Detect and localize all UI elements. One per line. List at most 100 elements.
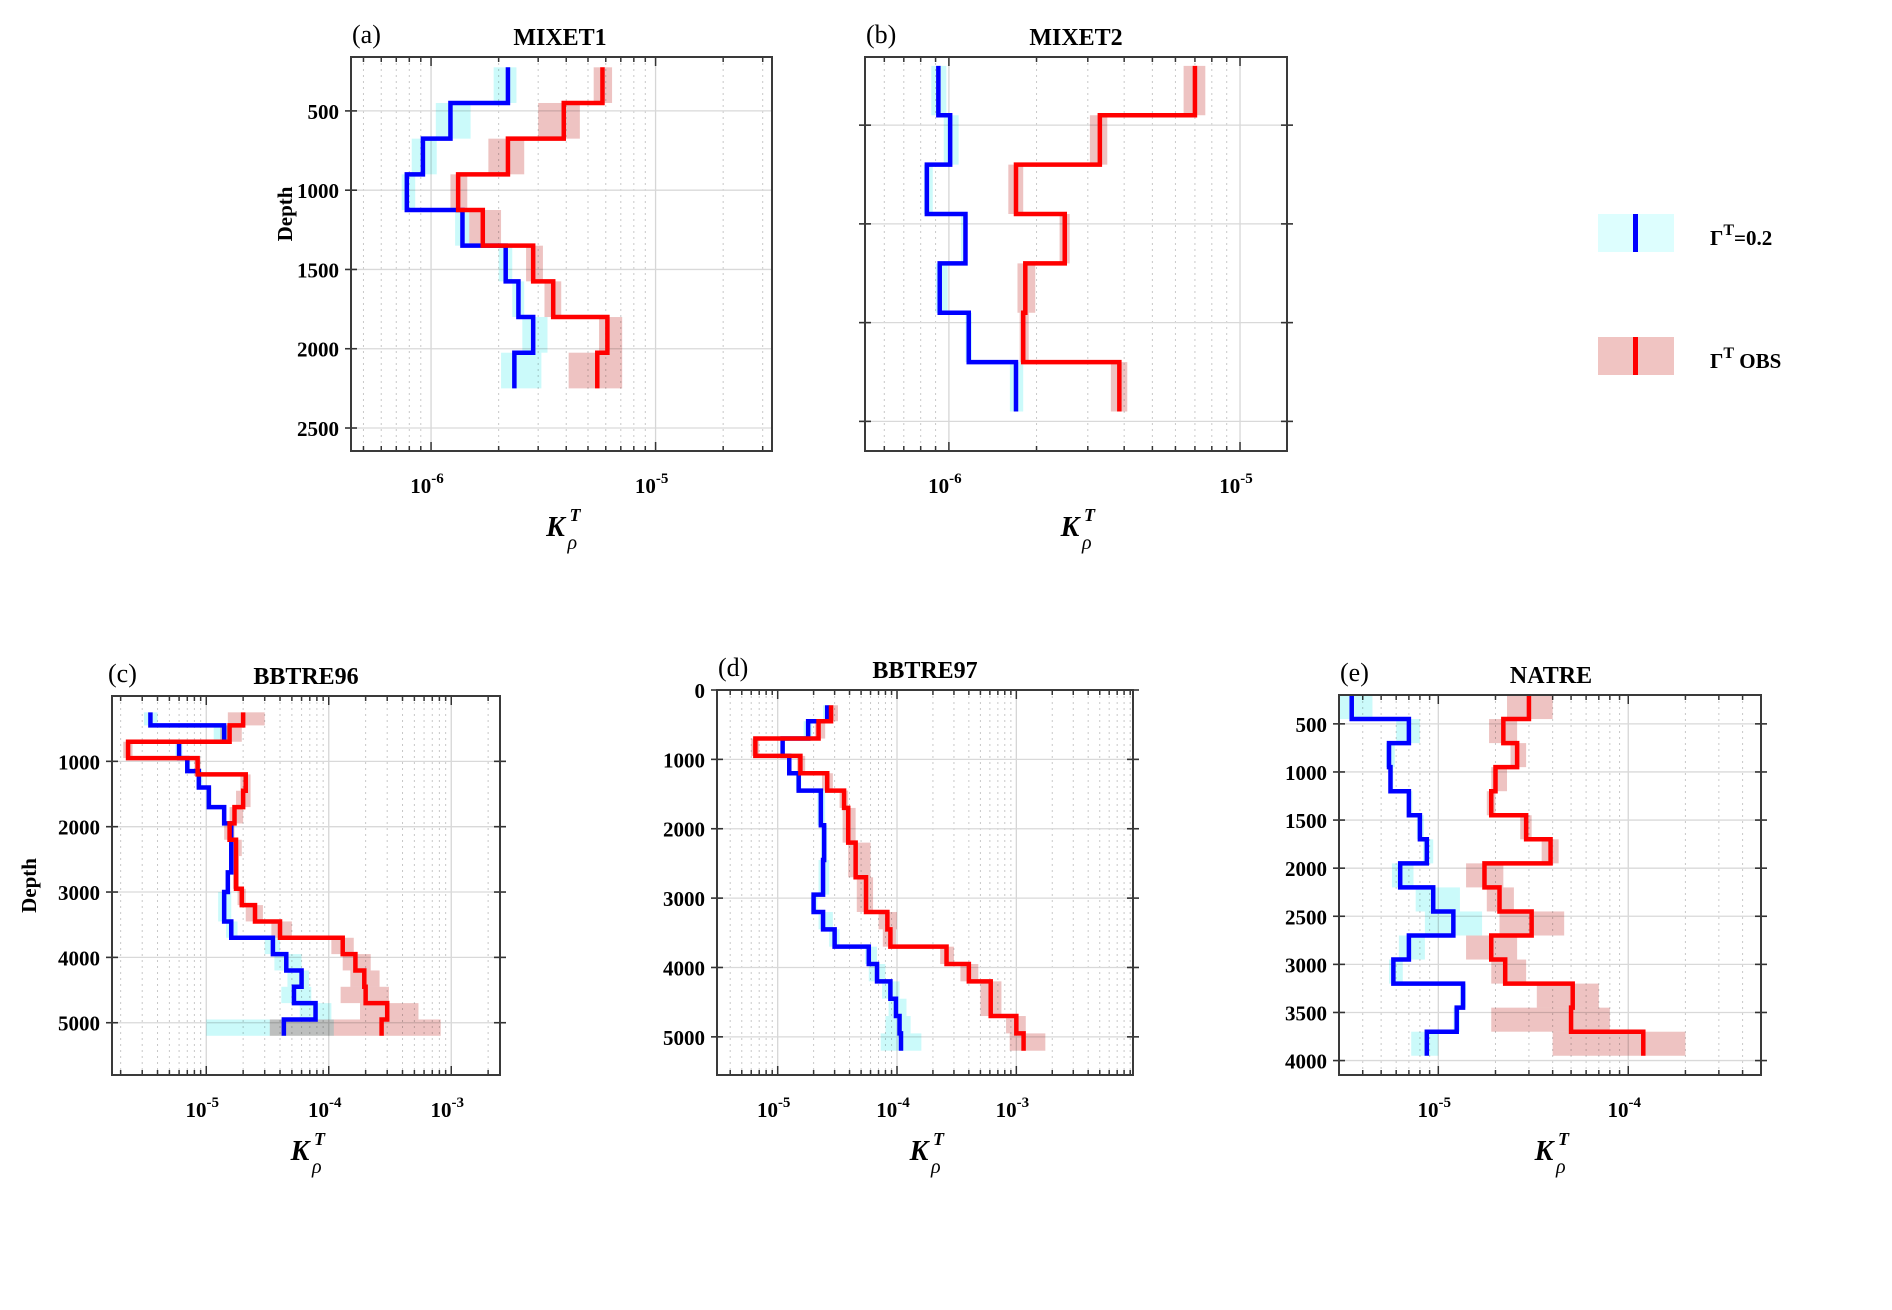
- uncertainty-band: [818, 911, 833, 930]
- uncertainty-band: [1415, 887, 1460, 912]
- y-tick-label: 1000: [297, 179, 339, 203]
- y-tick-label: 4000: [1285, 1050, 1327, 1074]
- panel-mixet2: 10-6 10-5 K Tρ (b) MIXET2: [859, 20, 1293, 554]
- y-tick-label: 5000: [58, 1012, 100, 1036]
- y-tick-label: 3000: [1285, 953, 1327, 977]
- x-axis-label: K: [1060, 512, 1082, 543]
- y-tick-label: 2500: [1285, 905, 1327, 929]
- y-tick-label: 3000: [663, 887, 705, 911]
- y-tick-label: 3000: [58, 881, 100, 905]
- x-tick-label: 10-5: [186, 1095, 220, 1122]
- uncertainty-band: [1339, 695, 1373, 720]
- step-line-gamma-obs: [125, 712, 390, 1036]
- y-tick-label: 1000: [1285, 761, 1327, 785]
- y-tick-label: 1500: [297, 258, 339, 282]
- y-axis-label: Depth: [273, 186, 297, 241]
- panel-label: (c): [108, 659, 137, 688]
- y-tick-label: 500: [1296, 713, 1328, 737]
- axes-frame: [716, 689, 1134, 1076]
- x-tick-label: 10-4: [308, 1095, 342, 1122]
- x-axis-label: K: [909, 1136, 931, 1167]
- y-tick-label: 2000: [1285, 857, 1327, 881]
- x-axis-label: K: [545, 512, 567, 543]
- x-axis-label-sup: T: [570, 505, 582, 525]
- uncertainty-band: [269, 1019, 441, 1036]
- panel-mixet1: 500 1000 1500 2000 2500 10-6 10-5 K Tρ Depth (a) MI…: [273, 20, 773, 554]
- axes-frame: [350, 56, 773, 452]
- x-axis-label-sub: ρ: [930, 1156, 941, 1178]
- uncertainty-band: [493, 67, 517, 103]
- panel-bbtre97: 0 1000 2000 3000 4000 5000 10-5 10-4 10-3 K Tρ (d) B…: [663, 653, 1139, 1178]
- legend-swatch-line: [1633, 337, 1638, 375]
- uncertainty-band: [1398, 935, 1425, 960]
- step-line-gamma-obs: [1482, 695, 1646, 1056]
- x-tick-label: 10-3: [996, 1095, 1029, 1122]
- panel-label: (b): [866, 20, 896, 49]
- uncertainty-band: [599, 317, 623, 353]
- step-line-gamma-obs: [1013, 65, 1198, 412]
- y-tick-label: 1000: [58, 750, 100, 774]
- x-axis-label-sup: T: [1558, 1129, 1570, 1149]
- panel-label: (a): [352, 20, 381, 49]
- panel-natre: 500 1000 1500 2000 2500 3000 3500 4000 10-5 10-4 K…: [1285, 658, 1767, 1178]
- legend-swatch-line: [1633, 214, 1638, 252]
- x-tick-label: 10-5: [1418, 1095, 1452, 1122]
- uncertainty-band: [287, 970, 310, 987]
- uncertainty-band: [848, 842, 871, 878]
- uncertainty-band: [1388, 959, 1403, 984]
- x-tick-label: 10-5: [757, 1095, 791, 1122]
- x-tick-label: 10-6: [410, 471, 444, 498]
- panel-label: (d): [718, 653, 748, 682]
- x-axis-label: K: [290, 1136, 312, 1167]
- panel-label: (e): [1340, 658, 1369, 687]
- uncertainty-band: [1391, 863, 1414, 888]
- step-line-gamma-0-2: [1349, 695, 1466, 1056]
- legend-label: ΓT OBS: [1710, 345, 1781, 373]
- panel-title: MIXET1: [513, 25, 606, 51]
- axes-frame: [111, 695, 501, 1076]
- step-line-gamma-0-2: [924, 65, 1019, 412]
- step-line-gamma-0-2: [404, 67, 536, 389]
- panel-title: NATRE: [1510, 663, 1592, 689]
- y-tick-label: 1500: [1285, 809, 1327, 833]
- uncertainty-band: [1009, 1033, 1046, 1051]
- y-tick-label: 4000: [663, 956, 705, 980]
- x-axis-label-sup: T: [314, 1129, 326, 1149]
- x-axis-label-sub: ρ: [1555, 1156, 1566, 1178]
- uncertainty-band: [227, 712, 265, 726]
- uncertainty-band: [865, 946, 878, 965]
- x-tick-label: 10-6: [928, 471, 962, 498]
- x-axis-label-sup: T: [1084, 505, 1096, 525]
- uncertainty-band: [435, 102, 471, 139]
- y-tick-label: 2000: [297, 338, 339, 362]
- uncertainty-band: [1491, 959, 1527, 984]
- uncertainty-band: [538, 102, 580, 139]
- x-axis-label-sup: T: [933, 1129, 945, 1149]
- y-tick-label: 2000: [58, 816, 100, 840]
- x-axis-label-sub: ρ: [1081, 532, 1092, 554]
- uncertainty-band: [1536, 983, 1599, 1008]
- uncertainty-band: [281, 986, 312, 1004]
- panel-title: BBTRE97: [872, 658, 977, 684]
- panel-title: MIXET2: [1029, 25, 1122, 51]
- y-tick-label: 0: [695, 679, 706, 703]
- x-axis-label-sub: ρ: [567, 532, 578, 554]
- y-tick-label: 500: [308, 100, 340, 124]
- x-tick-label: 10-5: [1219, 471, 1253, 498]
- uncertainty-band: [501, 352, 542, 389]
- y-tick-label: 1000: [663, 748, 705, 772]
- x-tick-label: 10-4: [1607, 1095, 1641, 1122]
- legend: ΓT=0.2 ΓT OBS: [1598, 214, 1781, 375]
- legend-label: ΓT=0.2: [1710, 222, 1772, 250]
- x-axis-label: K: [1534, 1136, 1556, 1167]
- x-axis-label-sub: ρ: [311, 1156, 322, 1178]
- x-tick-label: 10-5: [635, 471, 669, 498]
- y-tick-label: 5000: [663, 1026, 705, 1050]
- panel-bbtre96: 1000 2000 3000 4000 5000 10-5 10-4 10-3 K Tρ Depth…: [17, 659, 506, 1178]
- x-tick-label: 10-3: [431, 1095, 465, 1122]
- panel-title: BBTRE96: [253, 664, 358, 690]
- y-tick-label: 3500: [1285, 1001, 1327, 1025]
- y-tick-label: 4000: [58, 946, 100, 970]
- uncertainty-band: [469, 210, 502, 246]
